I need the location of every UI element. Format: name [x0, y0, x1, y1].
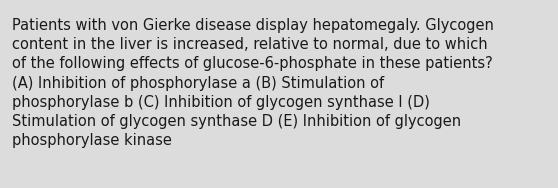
Text: Patients with von Gierke disease display hepatomegaly. Glycogen
content in the l: Patients with von Gierke disease display…	[12, 18, 494, 148]
